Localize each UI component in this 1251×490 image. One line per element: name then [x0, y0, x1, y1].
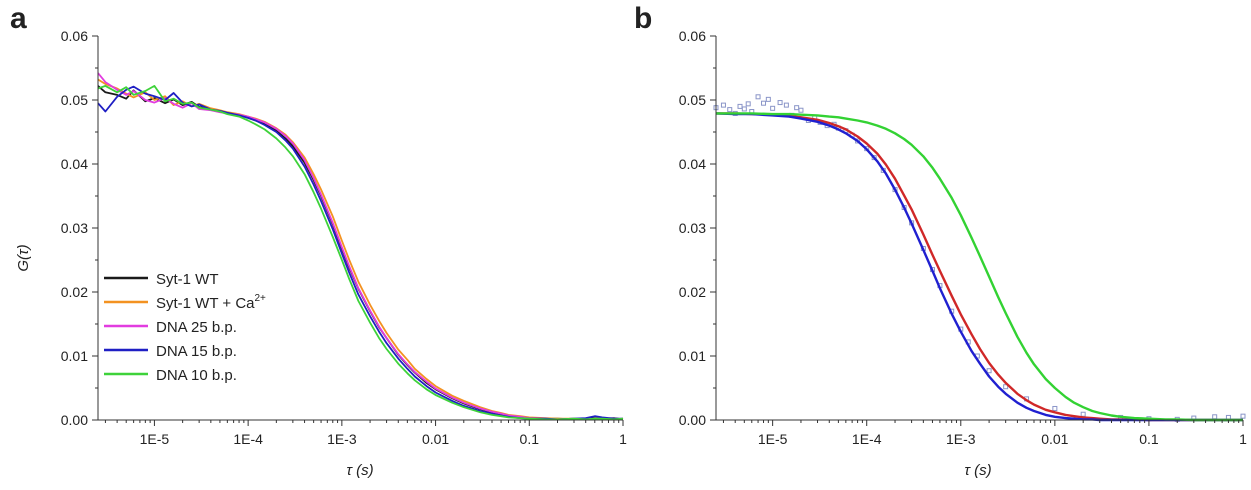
- y-tick-label: 0.06: [61, 28, 88, 44]
- x-tick-label: 1E-4: [233, 431, 263, 447]
- x-tick-label: 0.01: [1041, 431, 1068, 447]
- data-point: [720, 102, 726, 108]
- y-tick-label: 0.01: [679, 348, 706, 364]
- data-point: [798, 107, 804, 113]
- series-line-2: [715, 112, 1243, 422]
- panel-a-x-axis-title: τ (s): [346, 462, 373, 479]
- panel-a-legend: Syt-1 WT Syt-1 WT + Ca2+ DNA 25 b.p. DNA 15…: [104, 271, 266, 384]
- x-tick-label: 0.01: [422, 431, 449, 447]
- y-tick-label: 0.03: [61, 220, 88, 236]
- data-point: [777, 100, 783, 106]
- legend-superscript: 2+: [255, 293, 267, 304]
- panel-a-y-axis-title: G(τ): [15, 244, 32, 271]
- x-tick-label: 0.1: [520, 431, 540, 447]
- y-tick-label: 0.04: [61, 156, 88, 172]
- x-tick-label: 1E-4: [852, 431, 882, 447]
- y-tick-label: 0.02: [679, 284, 706, 300]
- x-tick-label: 1E-3: [327, 431, 357, 447]
- data-point: [1080, 411, 1086, 417]
- panel-a: a 0.00 0.01 0.02 0.03 0.04 0.05 0.06 1E-5 1E-4 1E…: [10, 2, 627, 479]
- y-tick-label: 0.00: [679, 412, 706, 428]
- panel-a-axes: 0.00 0.01 0.02 0.03 0.04 0.05 0.06 1E-5 1E-4 1E-3…: [61, 28, 627, 447]
- panel-b-series-group: [713, 94, 1246, 422]
- data-point: [1240, 413, 1246, 419]
- series-line-1: [716, 112, 1243, 422]
- data-point: [741, 106, 747, 112]
- data-point: [745, 101, 751, 107]
- data-point: [783, 102, 789, 108]
- panel-b-x-axis-title: τ (s): [964, 462, 991, 479]
- x-tick-label: 1E-5: [140, 431, 170, 447]
- data-point: [770, 105, 776, 111]
- legend-label: Syt-1 WT: [156, 271, 219, 288]
- y-tick-label: 0.05: [679, 92, 706, 108]
- legend-label: DNA 25 b.p.: [156, 319, 237, 336]
- panel-a-series-group: [97, 72, 624, 421]
- data-point: [755, 94, 761, 100]
- x-tick-label: 1E-5: [758, 431, 788, 447]
- y-tick-label: 0.00: [61, 412, 88, 428]
- panel-b-label: b: [634, 2, 652, 35]
- data-point: [1052, 405, 1058, 411]
- data-point: [761, 100, 767, 106]
- x-tick-label: 1: [619, 431, 627, 447]
- y-tick-label: 0.06: [679, 28, 706, 44]
- legend-label: DNA 10 b.p.: [156, 367, 237, 384]
- panel-a-label: a: [10, 2, 27, 35]
- data-point: [871, 155, 877, 161]
- x-tick-label: 1E-3: [946, 431, 976, 447]
- data-point: [986, 368, 992, 374]
- legend-label: DNA 15 b.p.: [156, 343, 237, 360]
- data-point: [1003, 384, 1009, 390]
- series-line-3: [716, 112, 1243, 422]
- series-line-2: [97, 72, 624, 421]
- data-point: [727, 107, 733, 113]
- panel-b: b 0.00 0.01 0.02 0.03 0.04 0.05 0.06 1E-5 1E-4 1E…: [634, 2, 1247, 479]
- data-point: [765, 96, 771, 102]
- data-point: [737, 103, 743, 109]
- x-tick-label: 1: [1239, 431, 1247, 447]
- y-tick-label: 0.05: [61, 92, 88, 108]
- y-tick-label: 0.04: [679, 156, 706, 172]
- panel-b-axes: 0.00 0.01 0.02 0.03 0.04 0.05 0.06 1E-5 1E-4 1E-3…: [679, 28, 1247, 447]
- series-line-4: [97, 85, 624, 421]
- data-point: [1212, 414, 1218, 420]
- legend-label: Syt-1 WT + Ca2+: [156, 293, 266, 312]
- y-tick-label: 0.02: [61, 284, 88, 300]
- y-tick-label: 0.01: [61, 348, 88, 364]
- y-tick-label: 0.03: [679, 220, 706, 236]
- data-point: [794, 105, 800, 111]
- x-tick-label: 0.1: [1139, 431, 1159, 447]
